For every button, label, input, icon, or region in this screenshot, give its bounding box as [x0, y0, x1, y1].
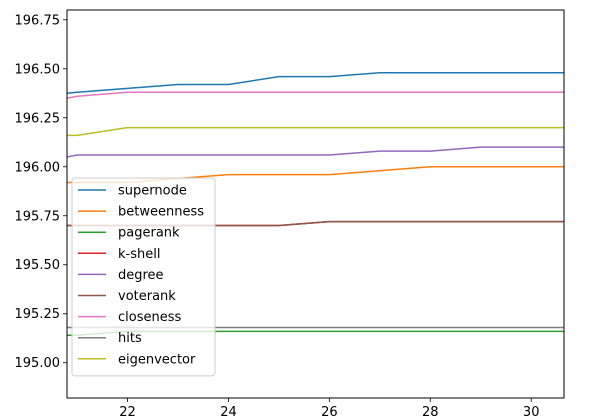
- y-tick-label: 196.00: [15, 160, 61, 175]
- legend-label-degree: degree: [118, 268, 164, 283]
- y-axis: 195.00 195.25 195.50 195.75 196.00 196.25 196.…: [15, 13, 67, 371]
- y-tick-label: 195.50: [15, 258, 61, 273]
- y-tick-label: 196.25: [15, 111, 61, 126]
- series-line-supernode: [67, 71, 564, 95]
- y-tick-label: 196.50: [15, 62, 61, 77]
- y-tick-label: 195.75: [15, 209, 61, 224]
- y-tick-label: 196.75: [15, 13, 61, 28]
- x-tick-label: 28: [422, 405, 439, 417]
- legend-label-closeness: closeness: [118, 310, 181, 325]
- legend: supernode betweenness pagerank k-shell degre…: [71, 177, 216, 377]
- x-tick-label: 22: [119, 405, 136, 417]
- legend-box: [71, 177, 216, 377]
- legend-label-hits: hits: [118, 331, 142, 346]
- legend-label-k-shell: k-shell: [118, 247, 160, 262]
- legend-label-supernode: supernode: [118, 184, 187, 199]
- x-tick-label: 30: [523, 405, 540, 417]
- legend-label-betweenness: betweenness: [118, 205, 204, 220]
- y-tick-label: 195.00: [15, 356, 61, 371]
- x-tick-label: 26: [321, 405, 338, 417]
- legend-label-pagerank: pagerank: [118, 226, 180, 241]
- series-line-closeness: [67, 91, 564, 99]
- x-axis: 22 24 26 28 30: [119, 398, 539, 417]
- legend-label-eigenvector: eigenvector: [118, 352, 196, 367]
- y-tick-label: 195.25: [15, 307, 61, 322]
- plot-frame: [66, 9, 565, 399]
- legend-label-voterank: voterank: [118, 289, 176, 304]
- series-line-degree: [67, 146, 564, 158]
- series-line-eigenvector: [67, 126, 564, 137]
- x-tick-label: 24: [220, 405, 237, 417]
